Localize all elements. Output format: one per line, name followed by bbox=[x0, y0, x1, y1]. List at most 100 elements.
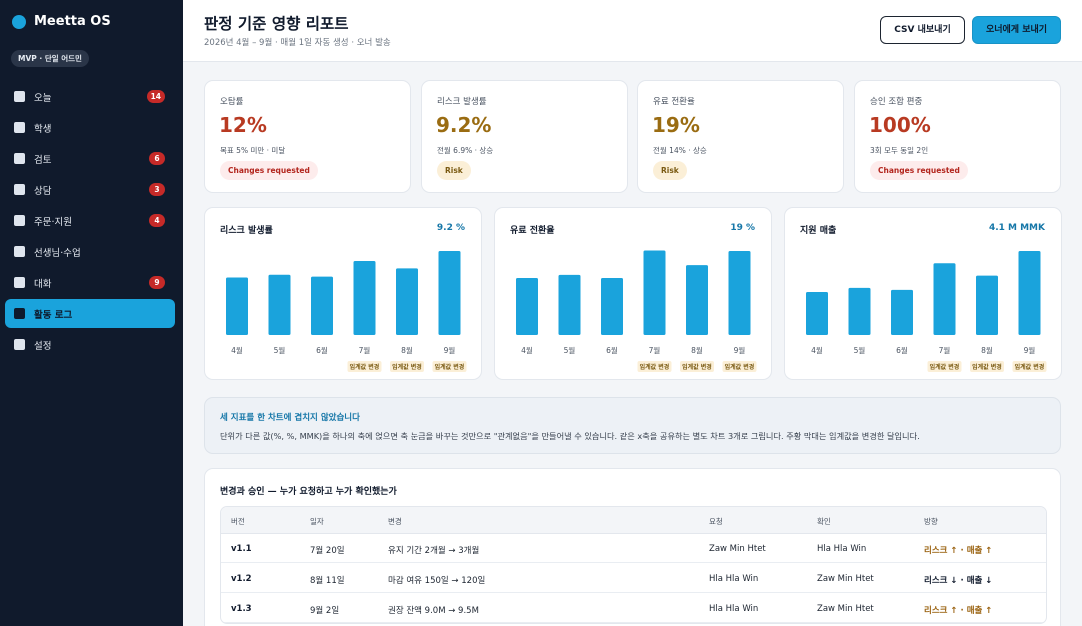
bar-4월 bbox=[516, 277, 538, 335]
info-note: 세 지표를 한 차트에 겹치지 않았습니다 단위가 다른 값(%, %, MMK… bbox=[204, 397, 1061, 454]
bar-4월 bbox=[806, 291, 828, 335]
threshold-change-tag bbox=[680, 361, 714, 372]
x-tick-label: 8월 bbox=[981, 345, 993, 355]
threshold-change-tag bbox=[432, 361, 467, 372]
table-row[interactable]: v1.2 8월 11일 마감 여유 150일 → 120일 Hla Hla Wi… bbox=[221, 564, 1046, 593]
cell-direction: 리스크 ↓ · 매출 ↓ bbox=[924, 576, 993, 586]
cell-direction: 리스크 ↑ · 매출 ↑ bbox=[924, 606, 993, 616]
threshold-change-label: 임계값 변경 bbox=[392, 363, 422, 371]
info-title: 세 지표를 한 차트에 겹치지 않았습니다 bbox=[220, 413, 360, 423]
page-title: 판정 기준 영향 리포트 bbox=[204, 15, 349, 33]
cell-version: v1.1 bbox=[231, 544, 252, 554]
count-badge: 4 bbox=[149, 214, 165, 227]
kpi-label: 승인 조합 편중 bbox=[870, 97, 923, 107]
count-badge: 3 bbox=[149, 183, 165, 196]
x-tick-label: 8월 bbox=[691, 345, 703, 355]
settings-icon bbox=[14, 339, 25, 350]
mvp-badge: MVP · 단일 어드민 bbox=[11, 50, 89, 67]
threshold-change-label: 임계값 변경 bbox=[640, 363, 670, 371]
bar-7월 bbox=[933, 263, 956, 335]
kpi-note: 전월 14% · 상승 bbox=[653, 146, 707, 155]
kpi-note: 전월 6.9% · 상승 bbox=[437, 146, 494, 155]
threshold-change-label: 임계값 변경 bbox=[435, 363, 465, 371]
cell-version: v1.2 bbox=[231, 574, 252, 584]
bar-9월 bbox=[1018, 251, 1041, 335]
page-subtitle: 2026년 4월 – 9월 · 매월 1일 자동 생성 · 오너 발송 bbox=[204, 38, 391, 48]
column-header-change: 변경 bbox=[388, 517, 402, 526]
bar-8월 bbox=[396, 268, 418, 335]
csv-export-button[interactable]: CSV 내보내기 bbox=[880, 16, 965, 44]
x-tick-label: 9월 bbox=[444, 345, 456, 355]
sidebar-item-settings[interactable]: 설정 bbox=[5, 330, 175, 359]
bar-5월 bbox=[848, 287, 871, 335]
kpi-card-paid-conversion: 유료 전환율 19% 전월 14% · 상승 Risk bbox=[637, 80, 844, 193]
threshold-change-label: 임계값 변경 bbox=[350, 363, 380, 371]
today-icon bbox=[14, 91, 25, 102]
sidebar-item-teachers-classes[interactable]: 선생님·수업 bbox=[5, 237, 175, 266]
sidebar-item-label: 오늘 bbox=[34, 92, 52, 104]
bar-9월 bbox=[438, 251, 461, 335]
threshold-change-label: 임계값 변경 bbox=[972, 363, 1002, 371]
cell-date: 9월 2일 bbox=[310, 606, 340, 616]
table-row[interactable]: v1.3 9월 2일 권장 잔액 9.0M → 9.5M Hla Hla Win… bbox=[221, 594, 1046, 623]
sidebar-item-label: 검토 bbox=[34, 154, 52, 166]
kpi-note: 3회 모두 동일 2인 bbox=[870, 146, 929, 155]
info-body: 단위가 다른 값(%, %, MMK)을 하나의 축에 얹으면 축 눈금을 바꾸… bbox=[220, 431, 920, 441]
sidebar-item-activity-log[interactable]: 활동 로그 bbox=[5, 299, 175, 328]
cell-approver: Zaw Min Htet bbox=[817, 604, 874, 614]
send-to-owner-button[interactable]: 오너에게 보내기 bbox=[972, 16, 1061, 44]
chart-title: 지원 매출 bbox=[800, 226, 837, 236]
bar-6월 bbox=[311, 276, 333, 335]
threshold-change-tag bbox=[637, 361, 672, 372]
kpi-label: 오탐률 bbox=[220, 97, 244, 107]
chart-title: 유료 전환율 bbox=[510, 226, 555, 236]
bar-4월 bbox=[226, 277, 248, 335]
brand[interactable]: Meetta OS bbox=[12, 14, 111, 29]
bar-5월 bbox=[268, 274, 291, 335]
counseling-icon bbox=[14, 184, 25, 195]
orders-icon bbox=[14, 215, 25, 226]
status-badge: Changes requested bbox=[870, 161, 968, 180]
cell-requester: Hla Hla Win bbox=[709, 604, 759, 614]
sidebar-item-conversations[interactable]: 대화 9 bbox=[5, 268, 175, 297]
bar-5월 bbox=[558, 274, 581, 335]
review-icon bbox=[14, 153, 25, 164]
table-title: 변경과 승인 — 누가 요청하고 누가 확인했는가 bbox=[220, 487, 397, 497]
teachers-icon bbox=[14, 246, 25, 257]
x-tick-label: 7월 bbox=[939, 345, 951, 355]
x-tick-label: 6월 bbox=[896, 345, 908, 355]
cell-approver: Zaw Min Htet bbox=[817, 574, 874, 584]
kpi-card-approval-concentration: 승인 조합 편중 100% 3회 모두 동일 2인 Changes reques… bbox=[854, 80, 1061, 193]
table-row[interactable]: v1.1 7월 20일 유지 기간 2개월 → 3개월 Zaw Min Htet… bbox=[221, 534, 1046, 563]
status-badge: Changes requested bbox=[220, 161, 318, 180]
activity-log-icon bbox=[14, 308, 25, 319]
sidebar-item-counseling[interactable]: 상담 3 bbox=[5, 175, 175, 204]
sidebar-nav: 오늘 14 학생 검토 6 상담 3 주문·지원 4 선생님·수업 대화 bbox=[5, 82, 175, 361]
x-tick-label: 4월 bbox=[811, 345, 823, 355]
x-tick-label: 5월 bbox=[854, 345, 866, 355]
cell-approver: Hla Hla Win bbox=[817, 544, 867, 554]
x-tick-label: 7월 bbox=[649, 345, 661, 355]
sidebar-item-today[interactable]: 오늘 14 bbox=[5, 82, 175, 111]
sidebar-item-label: 대화 bbox=[34, 278, 52, 290]
sidebar-item-review[interactable]: 검토 6 bbox=[5, 144, 175, 173]
x-tick-label: 4월 bbox=[231, 345, 243, 355]
kpi-value: 100% bbox=[869, 113, 931, 137]
sidebar-item-students[interactable]: 학생 bbox=[5, 113, 175, 142]
column-header-direction: 방향 bbox=[924, 517, 938, 526]
sidebar-item-label: 설정 bbox=[34, 340, 52, 352]
count-badge: 14 bbox=[146, 90, 165, 103]
status-badge: Risk bbox=[437, 161, 471, 180]
threshold-change-tag bbox=[970, 361, 1004, 372]
page-header: 판정 기준 영향 리포트 2026년 4월 – 9월 · 매월 1일 자동 생성… bbox=[183, 0, 1082, 62]
bar-8월 bbox=[976, 275, 998, 335]
sidebar-item-orders-support[interactable]: 주문·지원 4 bbox=[5, 206, 175, 235]
chart-headline-value: 4.1 M MMK bbox=[988, 223, 1045, 233]
chart-card-risk-rate: 리스크 발생률 9.2 % 4월 5월 6월 7월 임계값 변경 8월 임계값 변경 9월 임계… bbox=[204, 207, 482, 380]
cell-date: 7월 20일 bbox=[310, 546, 345, 556]
kpi-note: 목표 5% 미만 · 미달 bbox=[220, 146, 286, 155]
threshold-change-tag bbox=[1012, 361, 1047, 372]
threshold-change-tag bbox=[347, 361, 382, 372]
